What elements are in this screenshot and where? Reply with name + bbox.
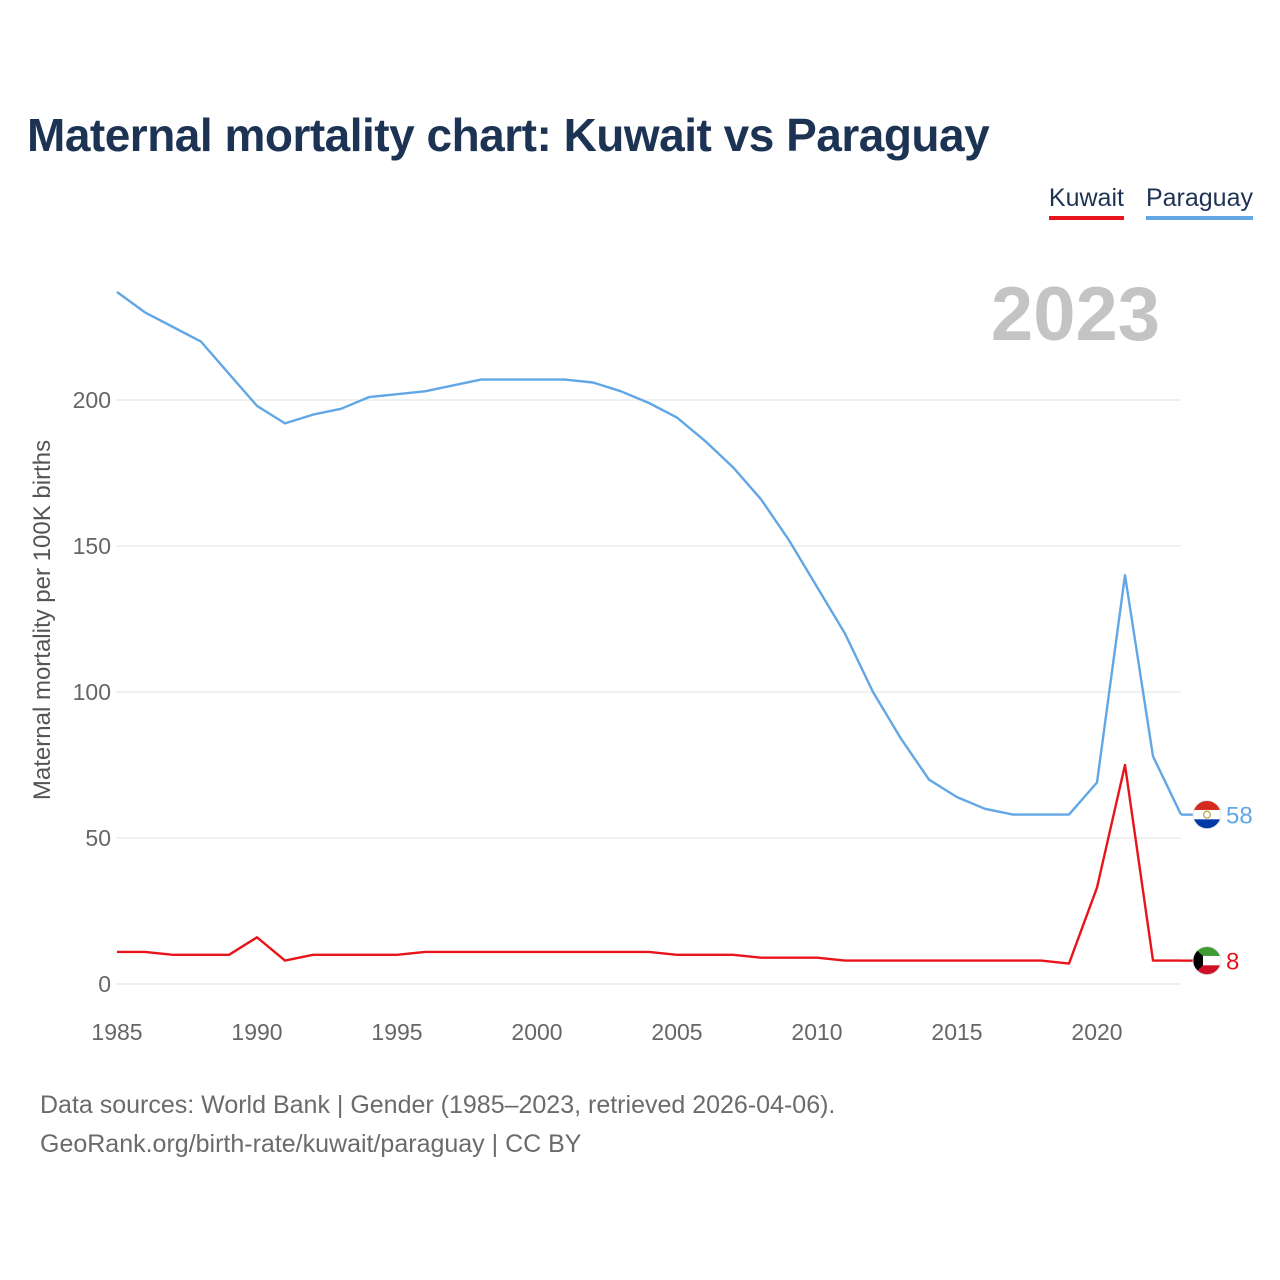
y-tick-label: 200: [73, 387, 111, 413]
chart-title: Maternal mortality chart: Kuwait vs Para…: [27, 109, 990, 161]
x-tick-label: 2020: [1071, 1019, 1122, 1045]
attribution-link[interactable]: GeoRank.org/birth-rate/kuwait/paraguay |…: [40, 1130, 582, 1158]
y-tick-label: 0: [98, 971, 111, 997]
y-tick-label: 50: [85, 825, 111, 851]
y-tick-label: 150: [73, 533, 111, 559]
series-line-paraguay: [116, 291, 1183, 816]
footer: Data sources: World Bank | Gender (1985–…: [40, 1086, 835, 1164]
legend: Kuwait Paraguay: [1048, 184, 1253, 220]
x-tick-label: 1985: [91, 1019, 142, 1045]
y-axis-label: Maternal mortality per 100K births: [29, 440, 56, 800]
y-tick-label: 100: [73, 679, 111, 705]
end-value-label: 58: [1226, 803, 1253, 830]
x-tick-label: 1990: [231, 1019, 282, 1045]
end-value-label: 8: [1226, 949, 1239, 976]
paraguay-flag-icon: [1192, 800, 1222, 830]
series-line-kuwait: [117, 763, 1181, 965]
year-watermark: 2023: [991, 272, 1160, 357]
x-tick-label: 2010: [791, 1019, 842, 1045]
legend-item-kuwait[interactable]: Kuwait: [1048, 184, 1124, 220]
data-source-note: Data sources: World Bank | Gender (1985–…: [40, 1091, 836, 1119]
x-tick-label: 2000: [511, 1019, 562, 1045]
x-tick-label: 2005: [651, 1019, 702, 1045]
x-tick-label: 2015: [931, 1019, 982, 1045]
legend-item-paraguay[interactable]: Paraguay: [1145, 184, 1253, 220]
line-chart: 0 50 100 150 200 1985 1990 1995 2000 2005 2010 2015…: [29, 272, 1253, 1045]
x-tick-label: 1995: [371, 1019, 422, 1045]
kuwait-flag-icon: [1192, 946, 1222, 976]
